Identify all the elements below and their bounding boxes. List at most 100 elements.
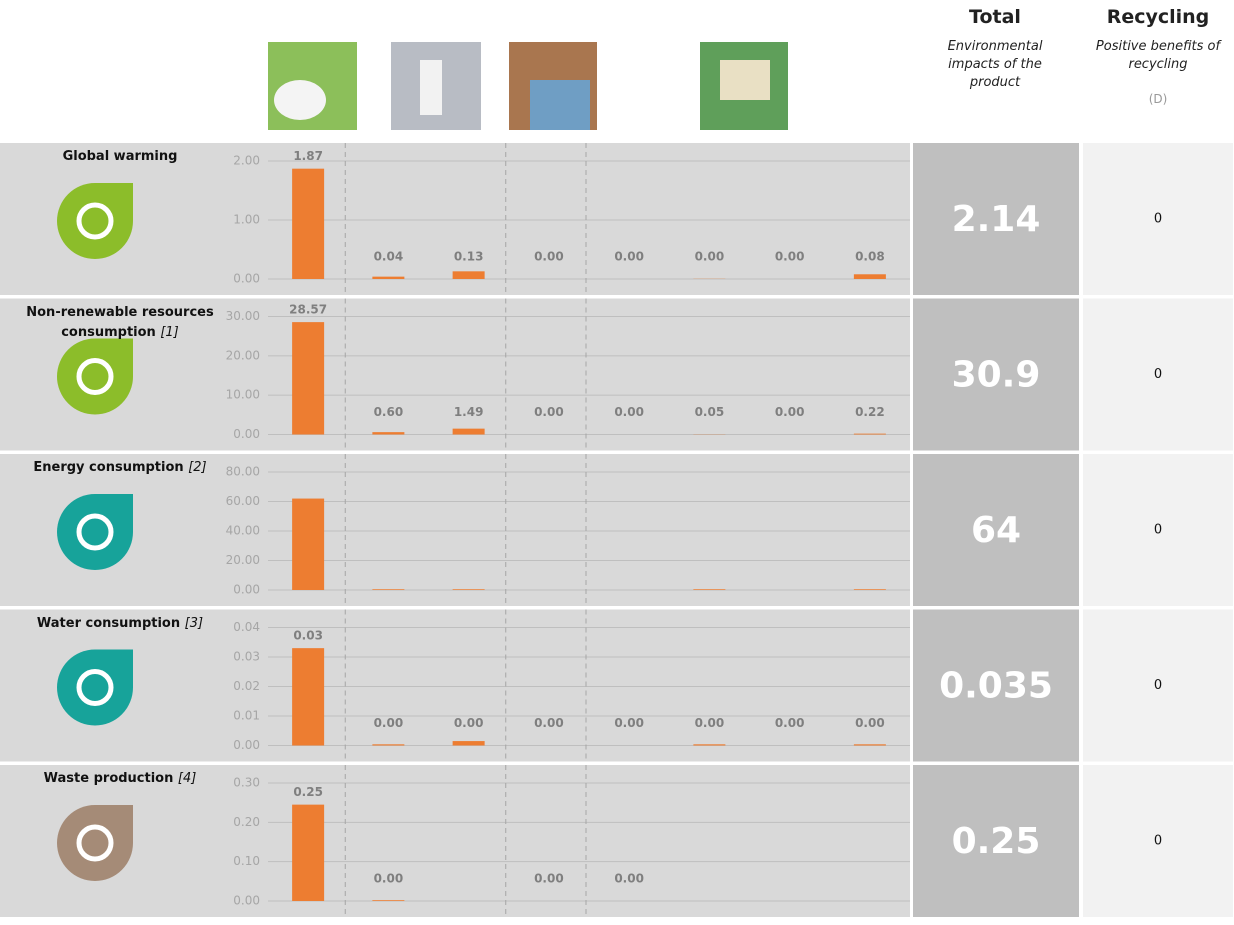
bar — [372, 900, 404, 901]
y-tick-label: 40.00 — [226, 524, 260, 538]
value-label: 0.00 — [614, 716, 644, 730]
y-tick-label: 20.00 — [226, 553, 260, 567]
value-label: 0.00 — [454, 716, 484, 730]
row-title: Energy consumption [2] — [0, 458, 240, 478]
illustration-detail — [720, 60, 770, 100]
value-label: 0.05 — [695, 405, 725, 419]
bar — [292, 169, 324, 279]
value-label: 0.00 — [614, 872, 644, 886]
row-title-note: [1] — [160, 325, 178, 340]
y-tick-label: 10.00 — [226, 388, 260, 402]
value-label: 0.08 — [855, 250, 885, 264]
bar — [372, 744, 404, 745]
recycling-subtitle: Positive benefits of recycling — [1090, 38, 1226, 74]
recycling-value: 0 — [1154, 367, 1162, 382]
row-title-note: [3] — [185, 616, 203, 631]
row-icon — [57, 339, 133, 415]
y-tick-label: 0.03 — [233, 650, 260, 664]
y-tick-label: 0.00 — [233, 272, 260, 286]
row-icon — [57, 650, 133, 726]
value-label: 0.60 — [374, 405, 404, 419]
value-label: 0.13 — [454, 250, 484, 264]
row-title: Non-renewable resources consumption [1] — [0, 303, 240, 343]
total-value: 2.14 — [952, 199, 1041, 240]
y-tick-label: 60.00 — [226, 494, 260, 508]
total-value: 64 — [971, 510, 1021, 551]
value-label: 0.00 — [534, 872, 564, 886]
bar — [693, 744, 725, 745]
bar — [854, 589, 886, 590]
illustration-detail — [420, 60, 442, 115]
value-label: 28.57 — [289, 303, 327, 317]
row-title-text: Water consumption — [37, 616, 180, 631]
total-value: 0.035 — [939, 666, 1053, 707]
bar — [854, 274, 886, 279]
y-tick-label: 0.00 — [233, 894, 260, 908]
row-title-text: Non-renewable resources consumption — [26, 305, 213, 340]
value-label: 0.00 — [775, 405, 805, 419]
row-title-text: Waste production — [44, 771, 174, 786]
recycling-value: 0 — [1154, 523, 1162, 538]
bar — [854, 434, 886, 435]
value-label: 0.22 — [855, 405, 885, 419]
bar — [453, 271, 485, 279]
y-tick-label: 20.00 — [226, 348, 260, 362]
page: 0.001.002.001.870.040.130.000.000.000.00… — [0, 0, 1234, 925]
bar — [453, 429, 485, 435]
bar — [854, 744, 886, 745]
value-label: 0.00 — [374, 872, 404, 886]
row-icon — [57, 183, 133, 259]
recycling-value: 0 — [1154, 212, 1162, 227]
recycling-code: (D) — [1083, 92, 1233, 106]
bar — [693, 589, 725, 590]
row-title-note: [2] — [188, 460, 206, 475]
bar — [453, 741, 485, 745]
y-tick-label: 0.10 — [233, 854, 260, 868]
row-title: Global warming — [0, 147, 240, 167]
value-label: 0.00 — [775, 250, 805, 264]
value-label: 0.00 — [534, 405, 564, 419]
bar — [292, 648, 324, 745]
value-label: 0.00 — [775, 716, 805, 730]
total-value: 30.9 — [952, 355, 1041, 396]
y-tick-label: 0.00 — [233, 427, 260, 441]
illustration-detail — [274, 80, 326, 120]
row-icon — [57, 805, 133, 881]
row-title-text: Global warming — [63, 149, 178, 164]
row-title: Waste production [4] — [0, 769, 240, 789]
value-label: 0.03 — [293, 629, 323, 643]
value-label: 0.00 — [855, 716, 885, 730]
y-tick-label: 0.20 — [233, 815, 260, 829]
row-title-text: Energy consumption — [33, 460, 183, 475]
total-header: Total — [915, 6, 1075, 28]
recycling-value: 0 — [1154, 834, 1162, 849]
row-icon — [57, 494, 133, 570]
bar — [292, 499, 324, 590]
value-label: 0.00 — [614, 405, 644, 419]
value-label: 0.25 — [293, 785, 323, 799]
y-tick-label: 0.00 — [233, 583, 260, 597]
total-subtitle: Environmental impacts of the product — [922, 38, 1068, 92]
value-label: 1.49 — [454, 405, 484, 419]
value-label: 1.87 — [293, 149, 323, 163]
row-title-note: [4] — [178, 771, 196, 786]
y-tick-label: 0.01 — [233, 709, 260, 723]
bar — [453, 589, 485, 590]
bar — [292, 805, 324, 901]
value-label: 0.00 — [695, 716, 725, 730]
y-tick-label: 0.00 — [233, 738, 260, 752]
row-title: Water consumption [3] — [0, 614, 240, 634]
y-tick-label: 0.02 — [233, 679, 260, 693]
bar — [372, 432, 404, 434]
bar — [292, 322, 324, 434]
bar — [372, 589, 404, 590]
illustration-detail — [530, 80, 590, 130]
value-label: 0.00 — [374, 716, 404, 730]
value-label: 0.04 — [374, 250, 404, 264]
total-value: 0.25 — [952, 821, 1041, 862]
value-label: 0.00 — [534, 716, 564, 730]
recycling-value: 0 — [1154, 678, 1162, 693]
recycling-header: Recycling — [1083, 6, 1233, 28]
value-label: 0.00 — [695, 250, 725, 264]
bar — [372, 277, 404, 279]
